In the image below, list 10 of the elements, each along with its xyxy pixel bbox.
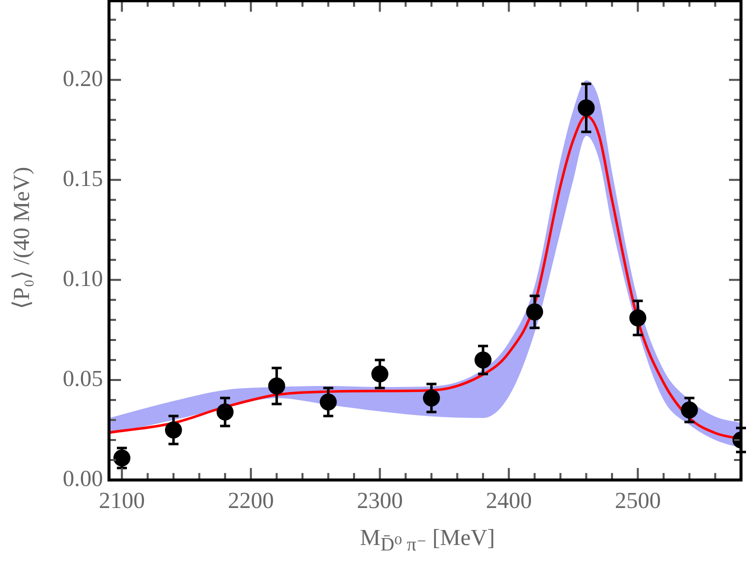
x-axis-title: M$_{D̄⁰ π⁻}$ [MeV] — [359, 525, 496, 557]
y-tick-label: 0.10 — [62, 266, 103, 291]
x-tick-label: 2200 — [228, 488, 274, 513]
x-tick-label: 2500 — [614, 488, 661, 513]
y-tick-label: 0.20 — [62, 66, 103, 91]
y-axis-title: ⟨P₀⟩ /(40 MeV) — [9, 166, 35, 312]
y-tick-label: 0.15 — [62, 166, 103, 191]
x-tick-label: 2300 — [356, 488, 403, 513]
x-tick-label: 2400 — [486, 488, 532, 513]
y-tick-label: 0.05 — [62, 366, 103, 392]
